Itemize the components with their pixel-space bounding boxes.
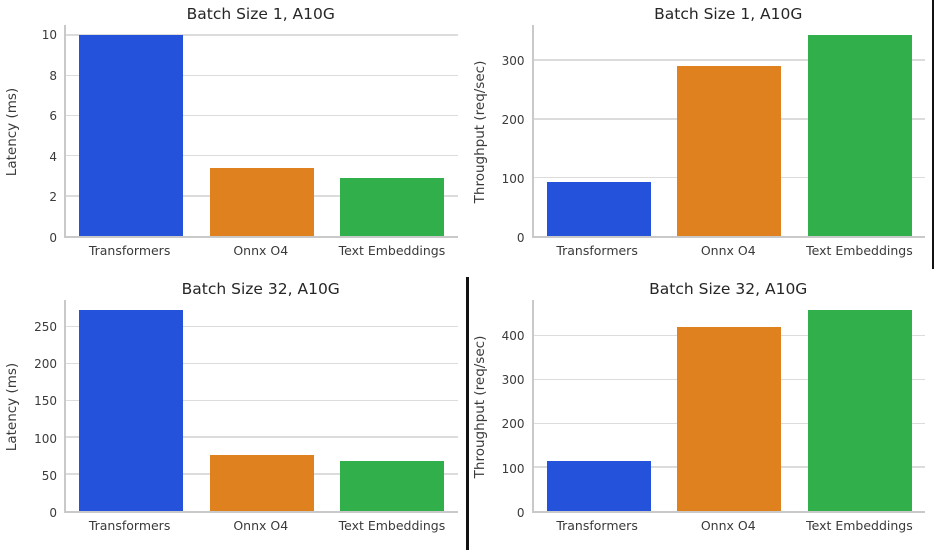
x-category-label: Onnx O4 <box>233 518 289 533</box>
y-tick-labels: 0 100 200 300 400 <box>492 300 532 520</box>
gridline <box>66 114 458 117</box>
y-tick-label: 50 <box>41 468 57 483</box>
x-category-label: Onnx O4 <box>233 243 289 258</box>
y-axis-label-wrap: Latency (ms) <box>0 300 24 513</box>
gridline <box>66 436 458 438</box>
y-tick-label: 6 <box>49 109 57 124</box>
y-tick-label: 8 <box>49 68 57 83</box>
bar-onnx-o4 <box>677 326 782 511</box>
y-tick-label: 100 <box>34 431 57 446</box>
y-tick-label: 300 <box>501 373 525 388</box>
bar-onnx-o4 <box>677 66 782 236</box>
y-tick-label: 300 <box>501 53 525 68</box>
y-tick-label: 250 <box>34 319 57 334</box>
bar-transformers <box>546 182 651 236</box>
y-axis-label-wrap: Throughput (req/sec) <box>468 25 492 238</box>
y-axis-label: Throughput (req/sec) <box>471 335 488 478</box>
x-category-label: Text Embeddings <box>806 243 913 258</box>
bar-text-embeddings <box>340 177 445 236</box>
bar-transformers <box>79 310 184 511</box>
chart-title: Batch Size 1, A10G <box>186 5 335 23</box>
y-tick-label: 4 <box>49 149 57 164</box>
black-edge-line-top-right <box>931 0 934 269</box>
plot-area <box>64 25 458 238</box>
y-axis-label-wrap: Throughput (req/sec) <box>468 300 492 513</box>
y-tick-label: 0 <box>516 506 525 520</box>
y-tick-label: 0 <box>49 231 57 245</box>
x-category-label: Transformers <box>88 518 171 533</box>
x-category-labels: Transformers Onnx O4 Text Embeddings <box>64 238 458 275</box>
y-tick-label: 0 <box>516 231 525 245</box>
bar-transformers <box>79 35 184 236</box>
y-tick-label: 10 <box>41 28 57 43</box>
y-tick-labels: 0 2 4 6 8 10 <box>24 25 64 245</box>
x-category-label: Text Embeddings <box>806 518 913 533</box>
y-axis-label: Latency (ms) <box>4 362 20 451</box>
chart-title: Batch Size 32, A10G <box>181 280 340 298</box>
x-category-labels: Transformers Onnx O4 Text Embeddings <box>64 513 458 550</box>
y-tick-label: 100 <box>501 171 525 186</box>
plot-area <box>531 25 925 238</box>
x-category-label: Transformers <box>556 243 638 258</box>
plot-area <box>64 300 458 513</box>
x-category-label: Transformers <box>88 243 171 258</box>
x-category-label: Onnx O4 <box>700 518 756 533</box>
gridline <box>66 399 458 402</box>
y-tick-labels: 0 100 200 300 <box>492 25 532 246</box>
y-tick-label: 400 <box>501 328 525 343</box>
x-category-label: Text Embeddings <box>338 243 446 258</box>
gridline <box>66 325 458 328</box>
bar-text-embeddings <box>807 310 912 511</box>
bar-transformers <box>546 460 651 511</box>
y-tick-label: 100 <box>501 461 525 476</box>
y-tick-label: 150 <box>34 394 57 409</box>
y-tick-label: 0 <box>49 506 57 520</box>
chart-title: Batch Size 1, A10G <box>654 5 803 23</box>
x-category-label: Text Embeddings <box>338 518 446 533</box>
chart-panel-throughput-batch1: Batch Size 1, A10G Throughput (req/sec) … <box>468 0 935 275</box>
y-tick-label: 200 <box>501 417 525 432</box>
gridline <box>66 34 458 36</box>
gridline <box>66 74 458 76</box>
y-axis-label-wrap: Latency (ms) <box>0 25 24 238</box>
chart-panel-throughput-batch32: Batch Size 32, A10G Throughput (req/sec)… <box>468 275 935 550</box>
bar-onnx-o4 <box>209 454 314 511</box>
black-divider-line-bottom-center <box>466 277 469 550</box>
y-tick-labels: 0 50 100 150 200 250 <box>24 300 64 520</box>
x-category-label: Transformers <box>556 518 638 533</box>
gridline <box>66 362 458 365</box>
gridline <box>66 154 458 157</box>
bar-text-embeddings <box>340 460 445 511</box>
chart-panel-latency-batch32: Batch Size 32, A10G Latency (ms) 0 50 100 1… <box>0 275 468 550</box>
y-tick-label: 2 <box>49 190 57 205</box>
x-category-labels: Transformers Onnx O4 Text Embeddings <box>532 513 926 550</box>
bar-text-embeddings <box>807 34 912 236</box>
x-category-labels: Transformers Onnx O4 Text Embeddings <box>532 238 926 275</box>
plot-area <box>531 300 925 513</box>
y-axis-label: Throughput (req/sec) <box>471 60 488 203</box>
chart-panel-latency-batch1: Batch Size 1, A10G Latency (ms) 0 2 4 6 8 10 … <box>0 0 468 275</box>
bar-onnx-o4 <box>209 167 314 236</box>
y-tick-label: 200 <box>34 357 57 372</box>
y-tick-label: 200 <box>501 112 525 127</box>
gridline <box>533 59 925 61</box>
chart-title: Batch Size 32, A10G <box>649 280 808 298</box>
y-axis-label: Latency (ms) <box>4 87 20 176</box>
x-category-label: Onnx O4 <box>700 243 756 258</box>
